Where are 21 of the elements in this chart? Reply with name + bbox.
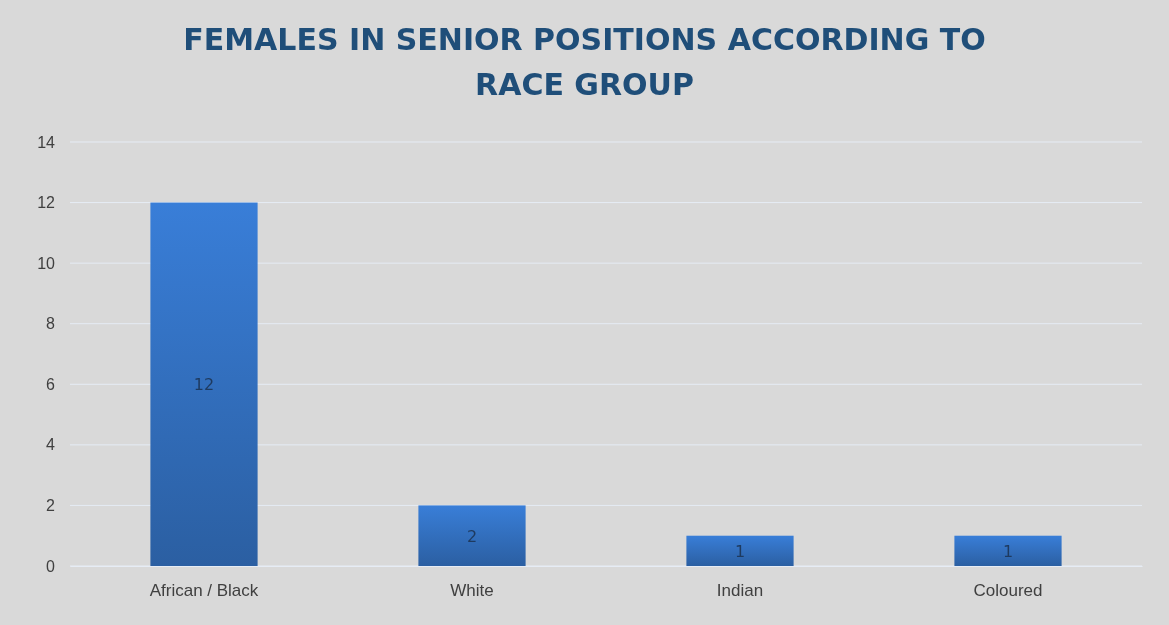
x-tick-label: Indian (716, 581, 764, 601)
data-label: 1 (734, 541, 746, 561)
data-label: 1 (1002, 541, 1014, 561)
bar (686, 535, 794, 566)
y-tick-label: 4 (46, 436, 56, 454)
y-tick-label: 0 (46, 557, 56, 575)
y-tick-label: 6 (46, 375, 56, 393)
y-tick-label: 10 (37, 254, 56, 272)
bar (418, 505, 526, 566)
data-label: 2 (466, 526, 478, 546)
bar (150, 202, 258, 566)
y-tick-label: 8 (46, 315, 56, 333)
y-tick-label: 14 (37, 133, 56, 151)
x-tick-label: Coloured (973, 581, 1043, 601)
y-tick-label: 12 (37, 194, 56, 212)
x-tick-label: African / Black (149, 581, 259, 601)
bar (954, 535, 1062, 566)
x-tick-label: White (450, 581, 494, 601)
data-label: 12 (193, 375, 215, 395)
chart-title: FEMALES IN SENIOR POSITIONS ACCORDING TO RACE GROUP (183, 22, 986, 102)
y-tick-label: 2 (46, 497, 56, 515)
